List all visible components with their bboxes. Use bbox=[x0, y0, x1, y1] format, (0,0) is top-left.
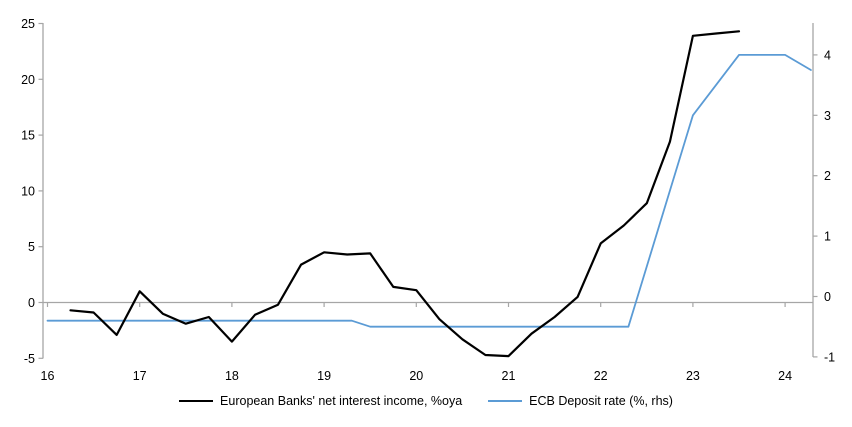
chart-legend: European Banks' net interest income, %oy… bbox=[0, 394, 852, 408]
legend-label-ecb-deposit-rate: ECB Deposit rate (%, rhs) bbox=[529, 394, 673, 408]
x-tick-label: 22 bbox=[594, 369, 608, 383]
black-line-swatch-icon bbox=[179, 400, 214, 402]
blue-line-swatch-icon bbox=[488, 400, 523, 402]
left-axis-tick-label: 25 bbox=[21, 17, 35, 31]
legend-label-net-interest-income: European Banks' net interest income, %oy… bbox=[220, 394, 463, 408]
legend-item-net-interest-income: European Banks' net interest income, %oy… bbox=[179, 394, 462, 408]
right-axis-tick-label: 3 bbox=[824, 109, 831, 123]
right-axis-tick-label: -1 bbox=[824, 350, 835, 364]
left-axis-tick-label: 20 bbox=[21, 73, 35, 87]
ecb-deposit-rate-line bbox=[46, 54, 812, 328]
x-tick-label: 24 bbox=[778, 369, 792, 383]
x-tick-label: 17 bbox=[133, 369, 147, 383]
right-axis-tick-label: 2 bbox=[824, 169, 831, 183]
x-tick-label: 21 bbox=[502, 369, 516, 383]
left-axis-tick-label: -5 bbox=[24, 352, 35, 366]
right-axis-tick-label: 0 bbox=[824, 290, 831, 304]
left-axis-tick-label: 10 bbox=[21, 184, 35, 198]
right-axis-tick-label: 1 bbox=[824, 230, 831, 244]
left-axis-tick-label: 5 bbox=[28, 240, 35, 254]
x-tick-label: 23 bbox=[686, 369, 700, 383]
right-axis-tick-label: 4 bbox=[824, 48, 831, 62]
x-tick-label: 20 bbox=[409, 369, 423, 383]
left-axis-tick-label: 15 bbox=[21, 129, 35, 143]
left-axis-tick-label: 0 bbox=[28, 296, 35, 310]
x-tick-label: 18 bbox=[225, 369, 239, 383]
x-tick-label: 19 bbox=[317, 369, 331, 383]
net-interest-income-line bbox=[69, 30, 741, 358]
legend-item-ecb-deposit-rate: ECB Deposit rate (%, rhs) bbox=[488, 394, 673, 408]
x-tick-label: 16 bbox=[41, 369, 55, 383]
